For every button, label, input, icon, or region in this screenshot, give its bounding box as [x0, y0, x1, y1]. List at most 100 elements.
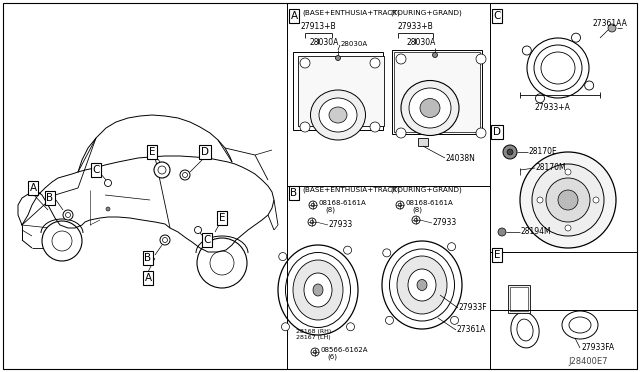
Circle shape — [507, 149, 513, 155]
Text: 27933+A: 27933+A — [535, 103, 571, 112]
Ellipse shape — [304, 273, 332, 307]
Ellipse shape — [569, 317, 591, 333]
Bar — [293, 52, 383, 130]
Circle shape — [447, 243, 456, 251]
Circle shape — [182, 173, 188, 177]
Text: 08566-6162A: 08566-6162A — [321, 347, 369, 353]
Circle shape — [396, 54, 406, 64]
Text: B: B — [145, 253, 152, 263]
Circle shape — [300, 58, 310, 68]
Text: B: B — [47, 193, 54, 203]
Circle shape — [536, 94, 545, 103]
Circle shape — [63, 210, 73, 220]
Circle shape — [52, 231, 72, 251]
Circle shape — [310, 220, 314, 224]
Ellipse shape — [527, 38, 589, 98]
Text: C: C — [493, 11, 500, 21]
Circle shape — [311, 203, 315, 207]
Circle shape — [537, 197, 543, 203]
Circle shape — [346, 323, 355, 331]
Text: E: E — [148, 147, 156, 157]
Circle shape — [585, 81, 594, 90]
Circle shape — [608, 24, 616, 32]
Ellipse shape — [401, 80, 459, 135]
Ellipse shape — [329, 107, 347, 123]
Text: A: A — [29, 183, 36, 193]
Circle shape — [565, 225, 571, 231]
Bar — [418, 138, 428, 146]
Text: D: D — [201, 147, 209, 157]
Ellipse shape — [397, 256, 447, 314]
Circle shape — [398, 203, 402, 207]
Text: (TOURING+GRAND): (TOURING+GRAND) — [390, 187, 461, 193]
Text: C: C — [92, 165, 100, 175]
Circle shape — [396, 128, 406, 138]
Circle shape — [572, 33, 580, 42]
Ellipse shape — [319, 98, 357, 132]
Text: B: B — [291, 188, 298, 198]
Text: 08168-6161A: 08168-6161A — [319, 200, 367, 206]
Text: 27933: 27933 — [433, 218, 457, 227]
Bar — [394, 52, 480, 132]
Ellipse shape — [382, 241, 462, 329]
Text: (6): (6) — [327, 354, 337, 360]
Circle shape — [370, 58, 380, 68]
Circle shape — [65, 212, 70, 218]
Ellipse shape — [534, 45, 582, 91]
Circle shape — [412, 216, 420, 224]
Circle shape — [565, 169, 571, 175]
Circle shape — [558, 190, 578, 210]
Text: A: A — [145, 273, 152, 283]
Ellipse shape — [310, 90, 365, 140]
Text: E: E — [219, 213, 225, 223]
Text: 28194M: 28194M — [521, 227, 552, 235]
Circle shape — [396, 201, 404, 209]
Text: 28170M: 28170M — [536, 163, 566, 171]
Circle shape — [158, 166, 166, 174]
Ellipse shape — [313, 284, 323, 296]
Circle shape — [451, 316, 458, 324]
Ellipse shape — [517, 319, 533, 341]
Circle shape — [476, 128, 486, 138]
Text: 28167 (LH): 28167 (LH) — [296, 336, 331, 340]
Circle shape — [42, 221, 82, 261]
Bar — [392, 50, 482, 134]
Circle shape — [520, 152, 616, 248]
Text: D: D — [493, 127, 501, 137]
Ellipse shape — [541, 52, 575, 84]
Ellipse shape — [285, 253, 351, 327]
Circle shape — [383, 249, 391, 257]
Text: (8): (8) — [325, 207, 335, 213]
Text: J28400E7: J28400E7 — [568, 357, 607, 366]
Text: 27913+B: 27913+B — [300, 22, 336, 31]
Circle shape — [498, 228, 506, 236]
Circle shape — [163, 237, 168, 243]
Circle shape — [532, 164, 604, 236]
Text: 27361AA: 27361AA — [593, 19, 628, 28]
Ellipse shape — [511, 312, 539, 348]
Circle shape — [180, 170, 190, 180]
Circle shape — [414, 218, 418, 222]
Circle shape — [476, 54, 486, 64]
Ellipse shape — [417, 279, 427, 291]
Circle shape — [385, 316, 394, 324]
Circle shape — [313, 350, 317, 354]
Circle shape — [106, 207, 110, 211]
Circle shape — [335, 55, 340, 61]
Text: E: E — [493, 250, 500, 260]
Text: A: A — [291, 11, 298, 21]
Ellipse shape — [390, 249, 454, 321]
Ellipse shape — [409, 88, 451, 128]
Text: (8): (8) — [412, 207, 422, 213]
Circle shape — [344, 246, 351, 254]
Circle shape — [522, 46, 531, 55]
Text: 28030A: 28030A — [407, 38, 436, 46]
Text: 27933F: 27933F — [459, 304, 488, 312]
Bar — [298, 56, 384, 126]
Text: 27933: 27933 — [329, 219, 353, 228]
Text: C: C — [204, 235, 211, 245]
Text: 08168-6161A: 08168-6161A — [406, 200, 454, 206]
Ellipse shape — [293, 260, 343, 320]
Bar — [508, 285, 530, 313]
Ellipse shape — [278, 245, 358, 335]
